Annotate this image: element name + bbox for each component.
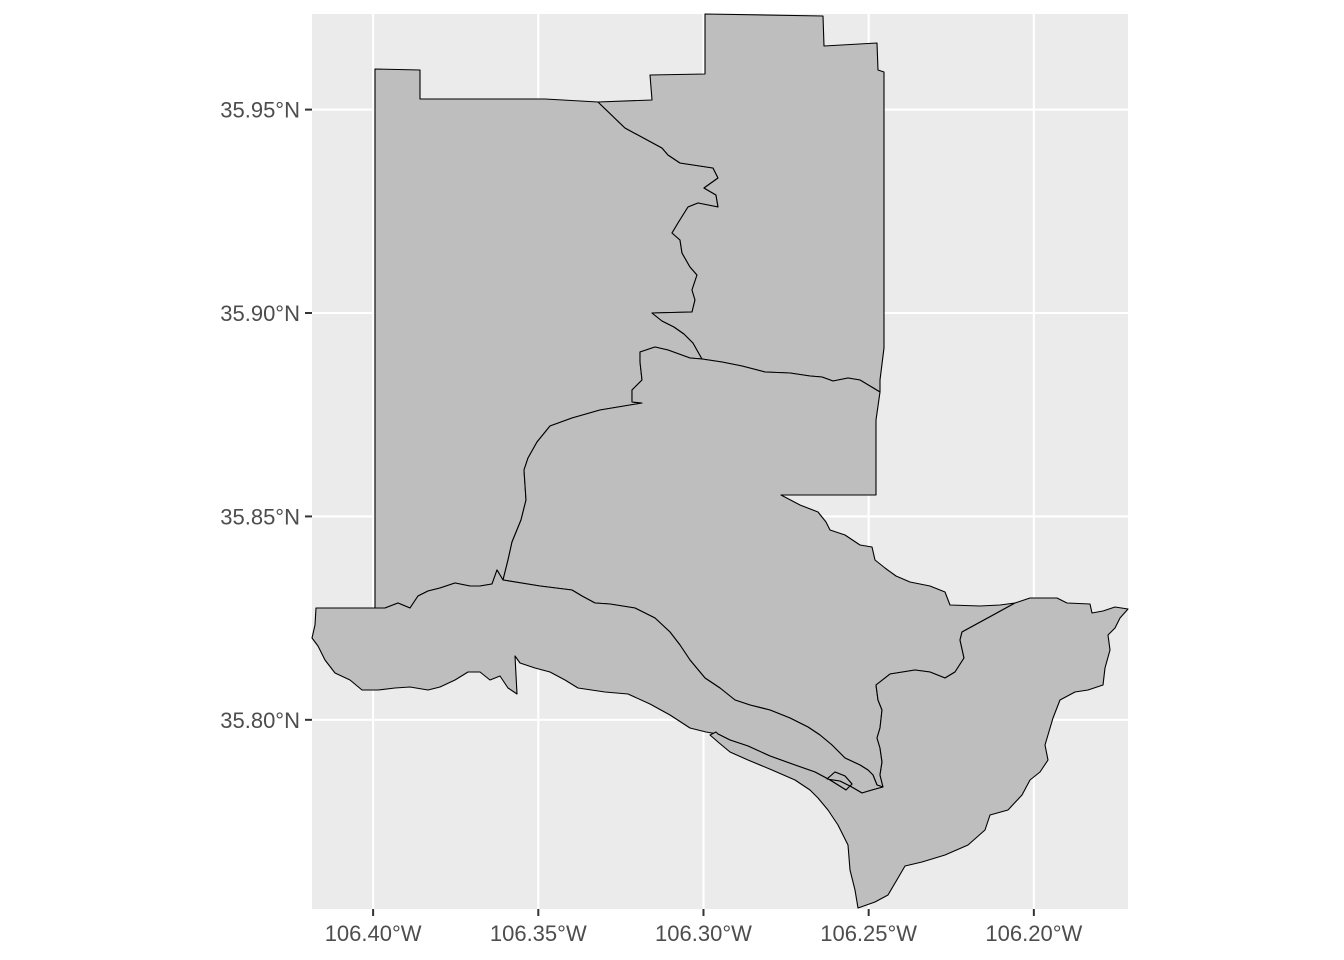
- x-axis: 106.40°W 106.35°W 106.30°W 106.25°W 106.20°W: [325, 909, 1083, 946]
- region-southeast: [709, 597, 1129, 909]
- x-tick-label: 106.20°W: [985, 921, 1082, 946]
- map-regions: [311, 13, 1129, 909]
- x-tick-label: 106.25°W: [820, 921, 917, 946]
- y-axis: 35.80°N 35.85°N 35.90°N 35.95°N: [220, 98, 312, 733]
- region-northeast: [597, 13, 885, 393]
- x-tick-label: 106.40°W: [325, 921, 422, 946]
- x-tick-label: 106.35°W: [490, 921, 587, 946]
- y-tick-label: 35.90°N: [220, 301, 300, 326]
- x-tick-label: 106.30°W: [655, 921, 752, 946]
- y-tick-label: 35.85°N: [220, 504, 300, 529]
- y-tick-label: 35.95°N: [220, 98, 300, 123]
- y-tick-label: 35.80°N: [220, 708, 300, 733]
